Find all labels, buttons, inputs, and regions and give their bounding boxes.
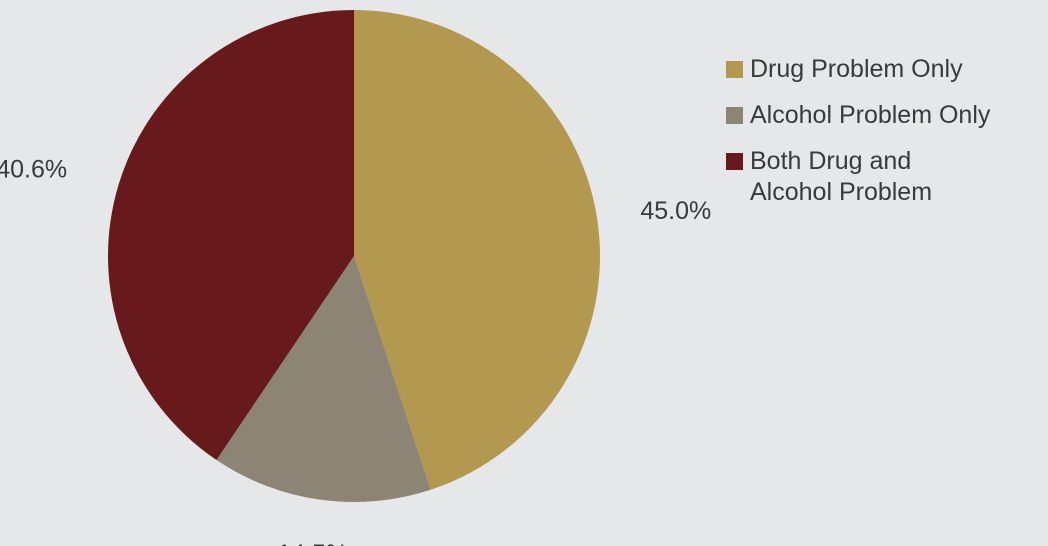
- pie-data-label-2: 14.5%: [277, 540, 348, 546]
- legend-swatch-drug-only: [726, 61, 743, 78]
- pie-slice-1: [354, 10, 600, 490]
- legend-item-both: Both Drug and Alcohol Problem: [726, 146, 1048, 208]
- legend: Drug Problem Only Alcohol Problem Only B…: [726, 54, 1048, 223]
- legend-label-drug-only: Drug Problem Only: [750, 55, 963, 83]
- legend-item-alcohol-only: Alcohol Problem Only: [726, 100, 1048, 131]
- legend-label-both: Both Drug and Alcohol Problem: [750, 147, 933, 206]
- legend-label-alcohol-only: Alcohol Problem Only: [750, 101, 991, 129]
- pie-slices: [108, 9, 600, 502]
- pie-labels: 45.0% 14.5% 40.6%: [0, 155, 711, 546]
- legend-swatch-alcohol-only: [726, 107, 743, 124]
- legend-item-drug-only: Drug Problem Only: [726, 54, 1048, 85]
- pie-data-label-3: 40.6%: [0, 155, 67, 183]
- pie-slice-2: [216, 256, 431, 502]
- pie-slice-3: [108, 9, 354, 460]
- legend-swatch-both: [726, 153, 743, 170]
- pie-data-label-1: 45.0%: [640, 197, 711, 225]
